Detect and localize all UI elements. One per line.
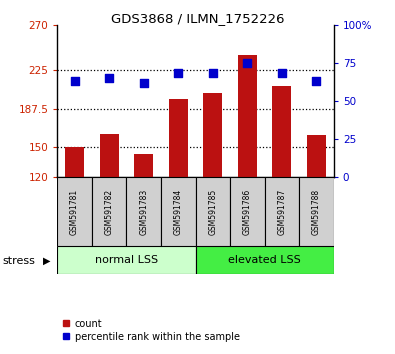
Bar (169, 99, 188, 177)
Text: normal LSS: normal LSS (95, 255, 158, 265)
Point (141, 80, 147, 85)
Bar (134, 154, 153, 177)
Text: elevated LSS: elevated LSS (228, 255, 301, 265)
Point (313, 78, 320, 84)
Text: ▶: ▶ (43, 256, 50, 266)
Point (244, 60, 250, 66)
Text: GSM591785: GSM591785 (208, 188, 217, 235)
Bar (238, 55, 257, 177)
Legend: count, percentile rank within the sample: count, percentile rank within the sample (58, 315, 244, 346)
Bar (92, 177, 126, 246)
Point (279, 71, 285, 76)
Text: GSM591781: GSM591781 (70, 188, 79, 235)
Text: GSM591786: GSM591786 (243, 188, 252, 235)
Bar (299, 177, 334, 246)
Bar (265, 177, 299, 246)
Text: GSM591784: GSM591784 (174, 188, 183, 235)
Text: GSM591787: GSM591787 (277, 188, 286, 235)
Bar (100, 135, 118, 177)
Text: stress: stress (2, 256, 35, 266)
Point (175, 71, 181, 76)
Text: GSM591782: GSM591782 (105, 188, 114, 235)
Bar (273, 86, 292, 177)
Text: GDS3868 / ILMN_1752226: GDS3868 / ILMN_1752226 (111, 12, 284, 25)
Bar (230, 177, 265, 246)
Bar (196, 246, 334, 274)
Text: GSM591788: GSM591788 (312, 188, 321, 235)
Bar (196, 177, 230, 246)
Point (210, 71, 216, 76)
Text: GSM591783: GSM591783 (139, 188, 148, 235)
Bar (57, 246, 196, 274)
Point (106, 75, 112, 81)
Bar (161, 177, 196, 246)
Bar (65, 147, 84, 177)
Point (71, 78, 78, 84)
Bar (203, 93, 222, 177)
Bar (126, 177, 161, 246)
Bar (307, 135, 326, 177)
Bar (57, 177, 92, 246)
